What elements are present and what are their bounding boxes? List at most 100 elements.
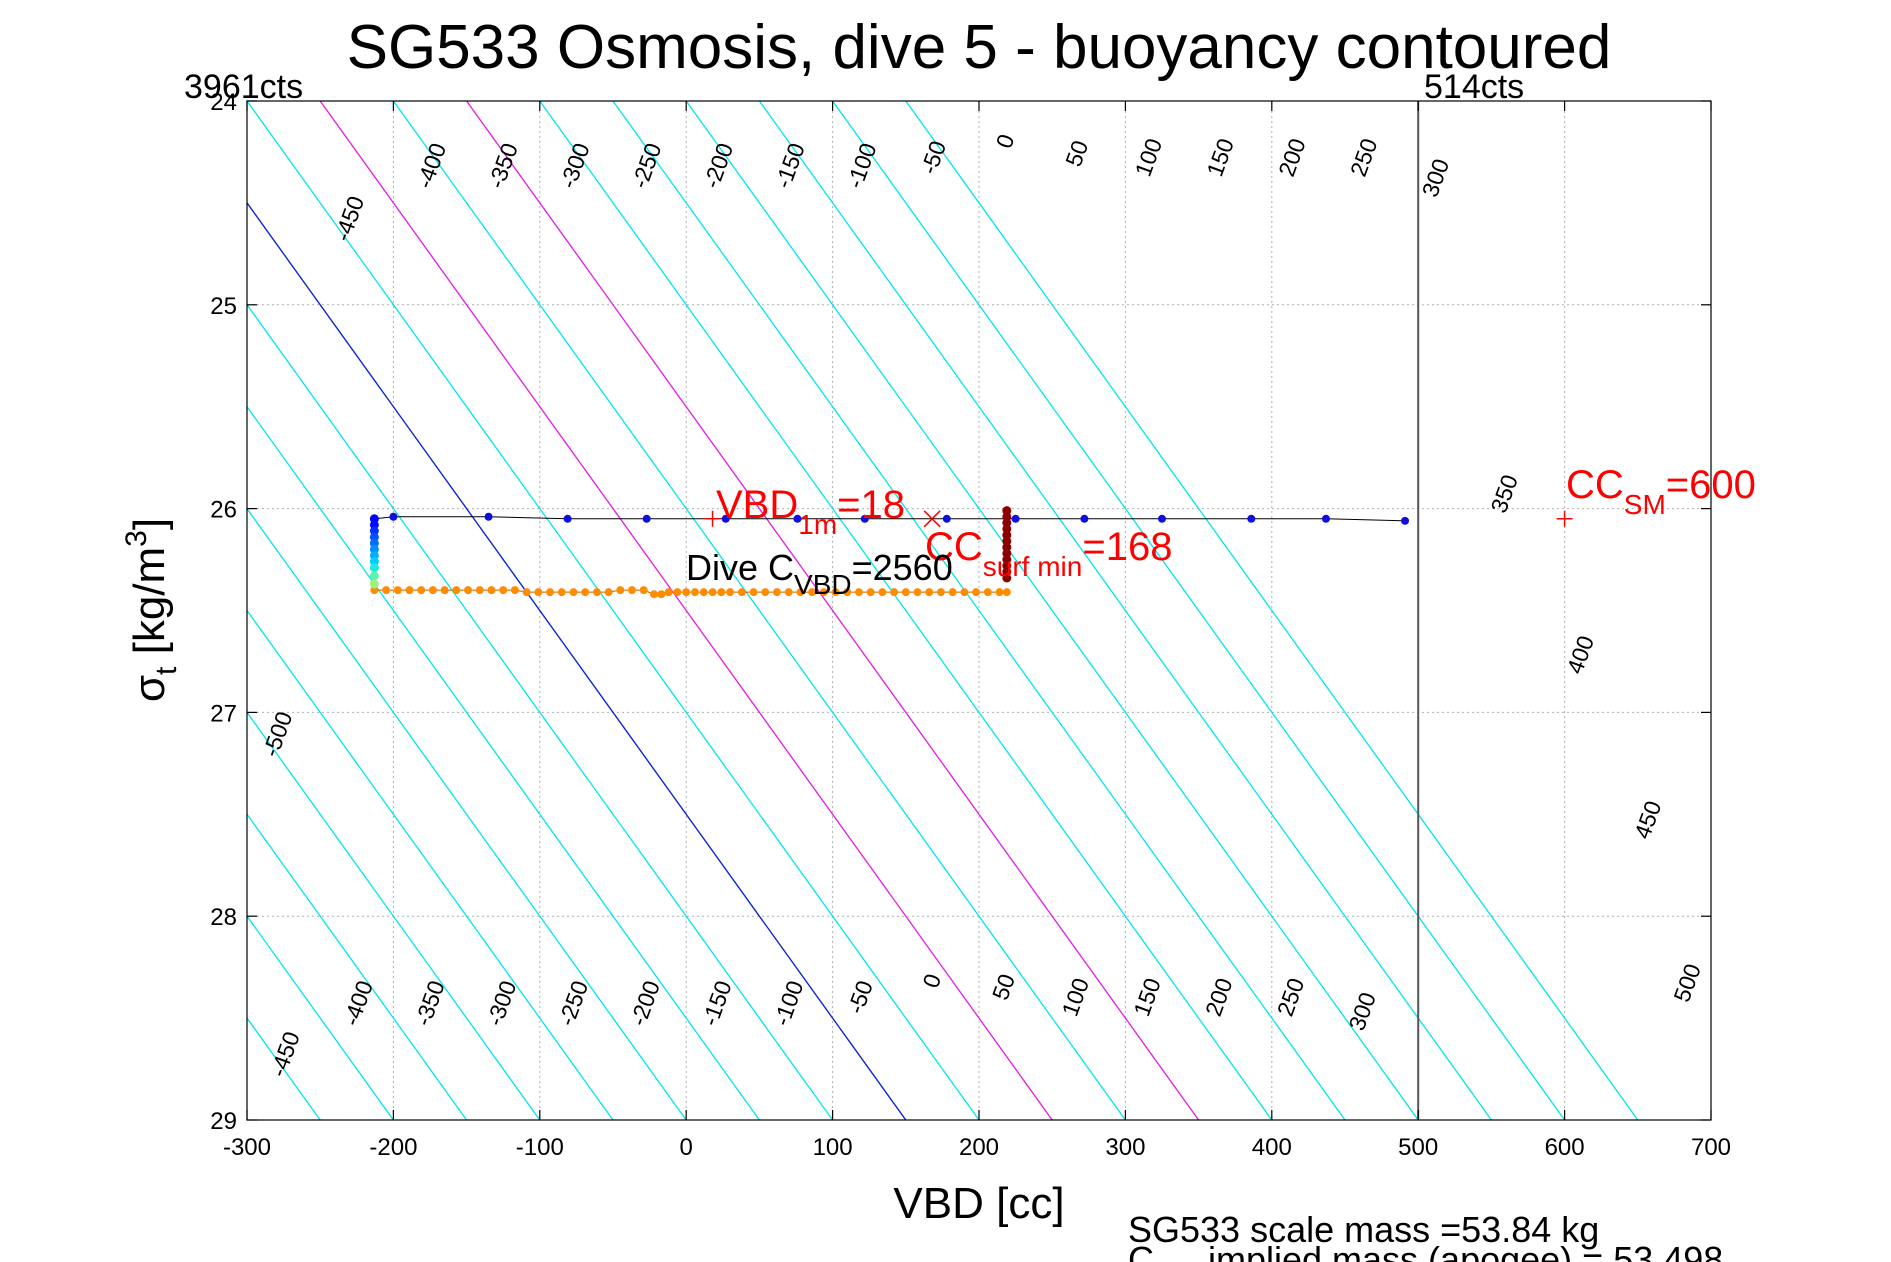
ascent-point	[522, 588, 531, 597]
annotation-dive-cvbd-value: =2560	[852, 547, 953, 588]
ascent-point	[843, 588, 852, 597]
x-tick-label: 300	[1105, 1134, 1145, 1161]
marker-CC_surf_min	[923, 510, 941, 528]
descent-point	[484, 512, 493, 521]
ascent-point	[581, 588, 590, 597]
y-axis-label-close: ]	[125, 518, 174, 530]
x-tick-label: -100	[516, 1134, 564, 1161]
ascent-point	[972, 588, 981, 597]
ascent-point	[557, 588, 566, 597]
y-tick-label: 27	[210, 700, 237, 727]
surface-point-left	[369, 579, 379, 589]
ascent-point	[772, 588, 781, 597]
ascent-point	[737, 588, 746, 597]
ascent-point	[639, 586, 648, 595]
y-tick-label: 25	[210, 293, 237, 320]
y-axis-label-sup: 3	[120, 530, 153, 547]
contour-line	[832, 101, 1566, 1120]
contour-line	[247, 915, 394, 1120]
contour-line	[612, 101, 1346, 1120]
ascent-point	[983, 588, 992, 597]
y-axis-label-unit: [kg/m	[125, 547, 174, 667]
annotation-cc-surf-min-sub: surf min	[983, 551, 1083, 582]
contour-line	[319, 101, 1053, 1120]
x-tick-label: 400	[1252, 1134, 1292, 1161]
x-tick-label: 200	[959, 1134, 999, 1161]
ascent-point	[796, 588, 805, 597]
descent-point	[642, 514, 651, 523]
annotation-vbd-1m-value: =18	[837, 483, 905, 527]
x-tick-label: 500	[1398, 1134, 1438, 1161]
contour-line	[247, 813, 468, 1120]
annotation-cc-surf-min: CCsurf min=168	[925, 525, 1172, 582]
ascent-point	[405, 586, 414, 595]
descent-point	[389, 512, 398, 521]
descent-point	[1247, 514, 1256, 523]
contour-line	[247, 711, 541, 1120]
descent-point	[860, 514, 869, 523]
ascent-point	[819, 588, 828, 597]
ascent-point	[690, 588, 699, 597]
ascent-point	[393, 586, 402, 595]
annotation-cc-sm-sub: SM	[1624, 489, 1666, 520]
ascent-point	[878, 588, 887, 597]
descent-point	[1158, 514, 1166, 523]
ascent-point	[546, 588, 555, 597]
contour-line	[466, 101, 1200, 1120]
annotation-vbd-1m-main: VBD	[716, 483, 798, 527]
ascent-point	[417, 586, 426, 595]
ascent-point	[382, 586, 391, 595]
contour-label-layer: -450-400 -350 -300 -250 -200 -150 -100 -50 0 50 10…	[257, 131, 1706, 1081]
descent-point	[942, 514, 951, 523]
descent-point	[1321, 514, 1330, 523]
ascent-point	[1002, 588, 1011, 597]
implied-mass-text-rest: implied mass (apogee) = 53.498	[1208, 1239, 1723, 1262]
top-left-counts-label: 3961cts	[184, 68, 303, 106]
ascent-point	[510, 586, 519, 595]
ascent-point	[913, 588, 922, 597]
ascent-point	[664, 588, 673, 597]
chart-title: SG533 Osmosis, dive 5 - buoyancy contour…	[347, 13, 1612, 82]
contour-line	[758, 101, 1492, 1120]
ascent-point	[960, 588, 969, 597]
annotation-cc-surf-min-value: =168	[1082, 525, 1172, 569]
ascent-point	[831, 588, 840, 597]
surface-point-left	[369, 563, 379, 573]
ascent-point	[708, 588, 717, 597]
ascent-point	[440, 586, 449, 595]
annotation-vbd-1m: VBD1m=18	[716, 483, 905, 540]
descent-point	[1011, 514, 1020, 523]
ascent-point	[866, 588, 875, 597]
annotation-layer: VBD1m=18 CCsurf min=168 CCSM=600 Dive CV…	[686, 463, 1756, 600]
contour-line	[247, 1118, 248, 1120]
tick-label-layer: -300 -200 -100 0 100 200 300 400 500 600 700 24 25 26…	[210, 89, 1731, 1161]
ascent-point	[948, 588, 957, 597]
x-tick-label: 700	[1691, 1134, 1731, 1161]
x-tick-label: 0	[680, 1134, 693, 1161]
ascent-point	[901, 588, 910, 597]
ascent-point	[717, 588, 726, 597]
ascent-path	[374, 589, 1007, 595]
top-right-counts-label: 514cts	[1424, 68, 1524, 106]
ascent-point	[428, 586, 437, 595]
x-tick-label: -200	[369, 1134, 417, 1161]
descent-point	[721, 514, 730, 523]
ascent-point	[726, 588, 735, 597]
contour-line	[247, 405, 760, 1120]
ascent-point	[604, 588, 613, 597]
ascent-point	[761, 588, 770, 597]
annotation-dive-cvbd-sub: VBD	[794, 569, 852, 600]
ascent-point	[936, 588, 945, 597]
annotation-cc-sm: CCSM=600	[1566, 463, 1756, 520]
ascent-point	[925, 588, 934, 597]
y-tick-label: 24	[210, 89, 237, 116]
axes-layer	[246, 100, 1712, 1121]
ascent-point	[475, 586, 484, 595]
ascent-point	[749, 588, 758, 597]
ascent-point	[370, 586, 379, 595]
y-tick-label: 29	[210, 1108, 237, 1135]
contour-line	[905, 101, 1639, 1120]
descent-point	[793, 514, 802, 523]
contour-line	[392, 101, 1126, 1120]
